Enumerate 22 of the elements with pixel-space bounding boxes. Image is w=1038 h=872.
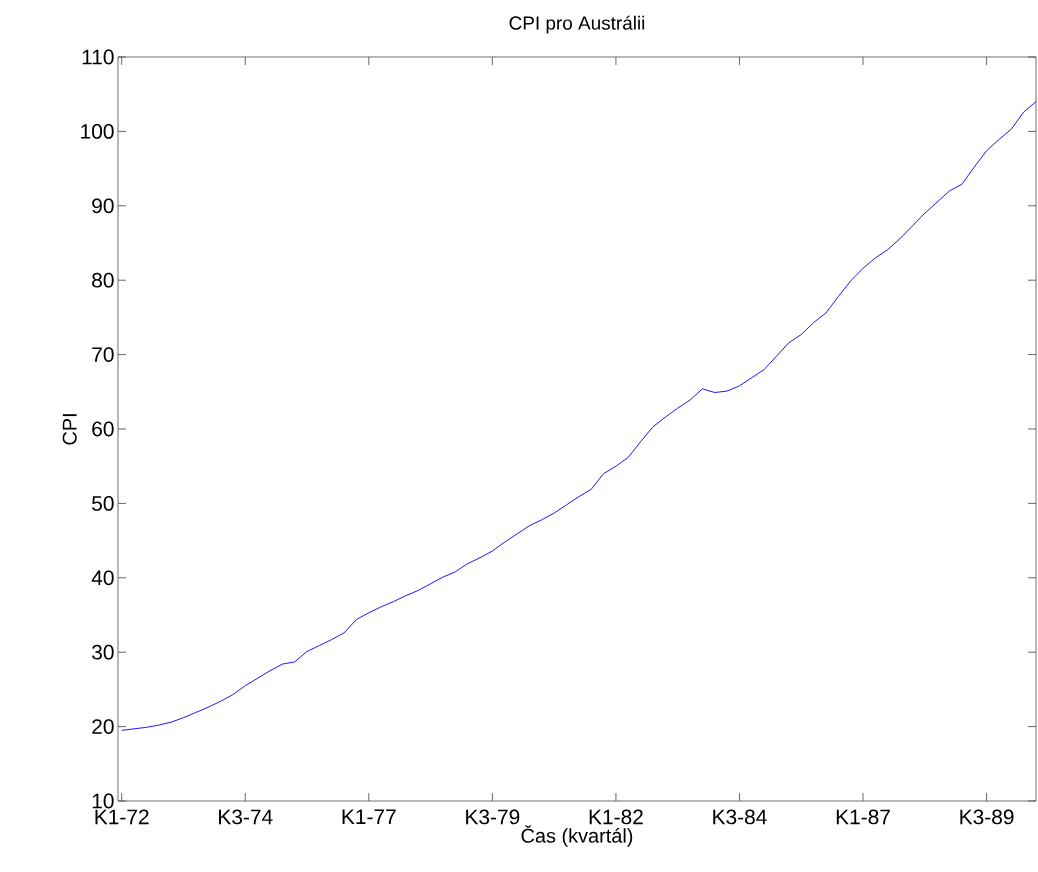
- x-tick-label: K1-72: [95, 809, 149, 825]
- y-tick-label: 90: [92, 198, 114, 214]
- chart-title: CPI pro Austrálii: [509, 15, 645, 34]
- x-tick-label: K1-87: [836, 809, 890, 825]
- y-tick-label: 70: [92, 347, 114, 362]
- x-tick-label: K3-84: [713, 809, 767, 825]
- x-tick-label: K1-82: [589, 809, 643, 825]
- y-tick-label: 100: [81, 123, 114, 139]
- y-tick-label: 60: [92, 421, 114, 437]
- x-axis-title: Čas (kvartál): [521, 825, 633, 847]
- y-tick-label: 10: [92, 793, 114, 809]
- y-tick-label: 40: [91, 570, 114, 586]
- y-tick-label: 110: [82, 49, 114, 65]
- y-tick-label: 20: [92, 719, 114, 734]
- x-tick-label: K3-74: [219, 809, 273, 825]
- y-tick-label: 30: [92, 644, 114, 660]
- y-tick-label: 80: [92, 272, 114, 288]
- x-tick-label: K3-89: [960, 809, 1014, 825]
- y-tick-label: 50: [92, 495, 114, 511]
- x-tick-label: K3-79: [466, 809, 520, 825]
- x-tick-label: K1-77: [342, 809, 396, 824]
- y-axis-title: CPI: [62, 414, 77, 445]
